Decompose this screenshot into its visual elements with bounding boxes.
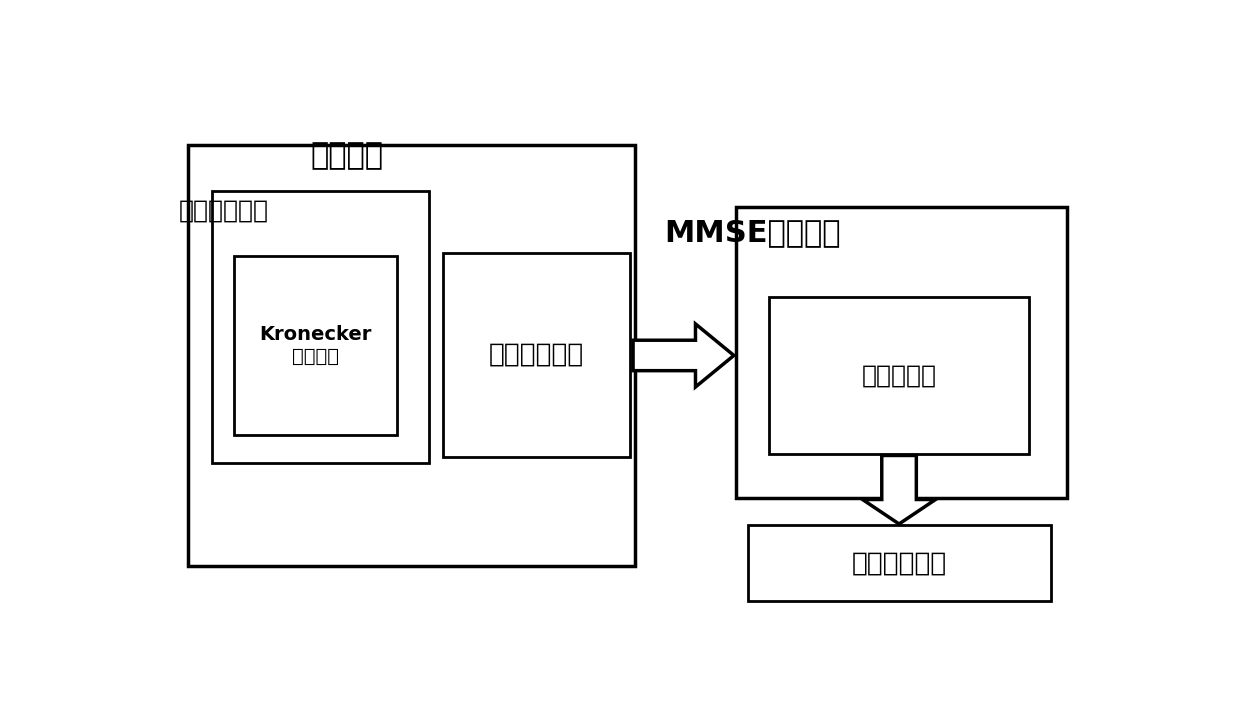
- Bar: [748, 525, 1051, 602]
- Bar: [444, 253, 631, 457]
- Bar: [234, 256, 396, 436]
- Bar: [769, 297, 1028, 455]
- Text: 信道特性: 信道特性: [311, 141, 383, 170]
- Text: 最优训练序列: 最优训练序列: [851, 550, 947, 576]
- Polygon shape: [633, 324, 733, 387]
- Text: 信道空域相关: 信道空域相关: [178, 199, 269, 223]
- Bar: [213, 191, 429, 462]
- Text: 信道相干时间: 信道相干时间: [488, 342, 584, 368]
- Bar: [188, 145, 636, 566]
- Bar: [736, 207, 1067, 498]
- Text: MMSE估计准则: MMSE估计准则: [664, 218, 840, 247]
- Text: Kronecker
相关模型: Kronecker 相关模型: [259, 325, 372, 366]
- Polygon shape: [862, 455, 935, 524]
- Text: 最优化原理: 最优化原理: [861, 364, 937, 388]
